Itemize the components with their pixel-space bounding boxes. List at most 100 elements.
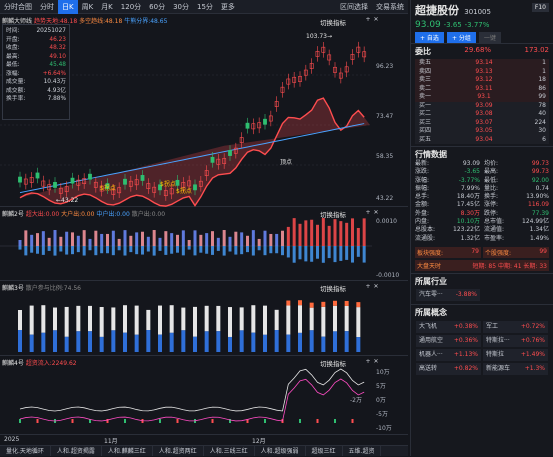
panel3-switch-indicator[interactable]: 切换指标 — [320, 285, 346, 293]
panel4-add-icon[interactable]: + — [365, 358, 371, 365]
axis-label: 0万 — [376, 397, 386, 404]
period-tab[interactable]: 30分 — [173, 2, 189, 11]
main-close-icon[interactable]: ✕ — [373, 16, 379, 23]
orderbook-row[interactable]: 买四 93.05 30 — [415, 127, 549, 136]
orderbook-row[interactable]: 卖五 93.14 1 — [415, 59, 549, 68]
flow-bar — [316, 224, 319, 246]
concept-item[interactable]: 军工 +0.72% — [483, 320, 548, 333]
flow-bar — [356, 227, 360, 246]
period-tab[interactable]: 周K — [81, 2, 94, 11]
strategy-tab[interactable]: 人和.超资揭露 — [51, 446, 102, 456]
retail-bar — [239, 307, 244, 331]
candle-body — [280, 86, 285, 93]
flow-bar — [41, 246, 45, 255]
toolbar-action[interactable]: 交易系统 — [376, 2, 404, 11]
trade-cell: 涨停: 116.09 — [484, 201, 549, 209]
main-switch-indicator[interactable]: 切换指标 — [320, 19, 346, 27]
orderbook-row[interactable]: 买三 93.07 224 — [415, 118, 549, 127]
concept-pct: +0.72% — [520, 322, 545, 330]
trade-cell: 跌停: 77.39 — [484, 210, 549, 218]
period-tab[interactable]: 日K — [58, 0, 78, 14]
candle-body — [58, 187, 63, 194]
stock-info-panel: 超捷股份 301005 F10 93.09 -3.65 -3.77% + 自选 … — [410, 0, 553, 456]
candle-body — [327, 54, 332, 61]
period-tabs: 分时合图 分时 日K 周K 月K 120分 60分 30分 15分 更多 — [0, 0, 239, 14]
period-tab[interactable]: 分时合图 — [4, 2, 32, 11]
flow-bar — [18, 246, 22, 250]
toolbar-action[interactable]: 区间选择 — [340, 2, 368, 11]
period-tab[interactable]: 更多 — [220, 2, 235, 11]
strategy-tab[interactable]: 人和.超资两红 — [153, 446, 204, 456]
trade-key: 量比: — [484, 184, 499, 192]
period-tab[interactable]: 60分 — [149, 2, 166, 11]
panel2-svg — [0, 218, 372, 263]
concept-item[interactable]: 大飞机 +0.38% — [416, 320, 481, 333]
orderbook-row[interactable]: 卖四 93.13 1 — [415, 67, 549, 76]
flow-bar — [164, 246, 168, 255]
panel2-add-icon[interactable]: + — [365, 209, 371, 216]
period-tab[interactable]: 月K — [101, 2, 113, 11]
concept-item[interactable]: 通用航空 +0.36% — [416, 334, 481, 347]
strategy-tab[interactable]: 人和.三线三红 — [204, 446, 255, 456]
strategy-tab[interactable]: 量化.天地循环 — [0, 446, 51, 456]
retail-bar — [146, 309, 151, 331]
orderbook-row[interactable]: 买二 93.08 40 — [415, 110, 549, 119]
add-watchlist-button[interactable]: + 自选 — [415, 32, 444, 43]
concept-item[interactable]: 机器人··· +1.13% — [416, 348, 481, 361]
panel2-close-icon[interactable]: ✕ — [373, 209, 379, 216]
orderbook-diff: 173.02 — [524, 46, 549, 54]
strategy-tab[interactable]: 人和.麒麟三红 — [102, 446, 153, 456]
panel3-legend: 麒麟3号 散户参与比例:74.56 — [2, 283, 81, 292]
stock-name: 超捷股份 — [415, 4, 459, 17]
candle-body — [123, 178, 127, 185]
orderbook-row[interactable]: 卖一 93.1 99 — [415, 93, 549, 102]
flow-tick — [176, 419, 179, 423]
retail-bar — [356, 302, 361, 308]
flow-bar — [351, 218, 354, 246]
panel2-switch-indicator[interactable]: 切换指标 — [320, 211, 346, 219]
orderbook-ratio: 29.68% — [464, 46, 492, 54]
strategy-tab[interactable]: 五维.超资 — [343, 446, 382, 456]
concept-item[interactable]: 特斯拉 +1.49% — [483, 348, 548, 361]
f10-button[interactable]: F10 — [531, 3, 549, 12]
orderbook-row[interactable]: 卖二 93.11 86 — [415, 84, 549, 93]
retail-bar — [29, 334, 34, 352]
trade-cell: 换手: 13.90% — [484, 193, 549, 201]
panel4-close-icon[interactable]: ✕ — [373, 358, 379, 365]
concept-item[interactable]: 高送转 +0.82% — [416, 362, 481, 375]
period-tab[interactable]: 120分 — [120, 2, 142, 11]
flow-bar — [327, 225, 331, 246]
flow-bar — [41, 231, 45, 246]
orderbook-volume: 40 — [538, 110, 546, 117]
retail-bar — [321, 301, 326, 307]
trade-key: 外盘: — [415, 209, 430, 217]
concept-item[interactable]: 特斯拉··· +0.76% — [483, 334, 548, 347]
panel3-add-icon[interactable]: + — [365, 283, 371, 290]
industry-item[interactable]: 汽车零··· -3.88% — [416, 288, 480, 301]
add-group-button[interactable]: + 分组 — [446, 32, 476, 43]
candle-body — [146, 183, 151, 189]
strategy-tab[interactable]: 超级三红 — [306, 446, 343, 456]
period-tab[interactable]: 15分 — [197, 2, 213, 11]
orderbook-row[interactable]: 买五 93.04 6 — [415, 135, 549, 144]
panel4-switch-indicator[interactable]: 切换指标 — [320, 360, 346, 368]
concept-pct: +1.13% — [453, 350, 478, 358]
orderbook-row[interactable]: 买一 93.09 78 — [415, 101, 549, 110]
info-key: 换手率: — [6, 96, 26, 102]
panel3-close-icon[interactable]: ✕ — [373, 283, 379, 290]
flow-bar — [362, 218, 366, 246]
flow-bar — [316, 246, 319, 259]
one-click-button[interactable]: 一键 — [478, 32, 501, 43]
candle-body — [169, 188, 174, 195]
flow-bar — [345, 246, 349, 260]
concept-item[interactable]: 新能源车 +1.3% — [483, 362, 548, 375]
flow-bar — [275, 233, 279, 246]
candle-body — [175, 179, 180, 186]
orderbook-level: 买一 — [419, 101, 432, 109]
orderbook-row[interactable]: 卖三 93.12 18 — [415, 76, 549, 85]
main-add-icon[interactable]: + — [365, 16, 371, 23]
period-tab[interactable]: 分时 — [40, 2, 54, 11]
flow-bar — [47, 237, 51, 246]
retail-bar — [321, 336, 326, 352]
strategy-tab[interactable]: 人和.超级强弱 — [255, 446, 306, 456]
